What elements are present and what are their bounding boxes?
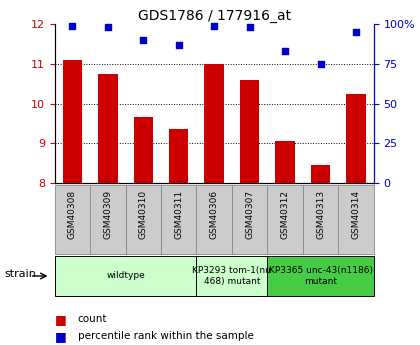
- Point: [69, 23, 76, 29]
- Bar: [169, 129, 189, 183]
- Bar: [268, 185, 303, 254]
- Point: [246, 24, 253, 30]
- Point: [105, 24, 111, 30]
- Text: strain: strain: [4, 269, 36, 279]
- Bar: [55, 185, 90, 254]
- Text: wildtype: wildtype: [106, 272, 145, 280]
- Text: KP3365 unc-43(n1186)
mutant: KP3365 unc-43(n1186) mutant: [269, 266, 373, 286]
- Bar: [197, 256, 268, 296]
- Bar: [197, 185, 232, 254]
- Bar: [311, 165, 331, 183]
- Bar: [63, 60, 82, 183]
- Title: GDS1786 / 177916_at: GDS1786 / 177916_at: [138, 9, 291, 23]
- Text: GSM40308: GSM40308: [68, 190, 77, 239]
- Point: [353, 29, 360, 35]
- Text: GSM40310: GSM40310: [139, 190, 148, 239]
- Bar: [205, 64, 224, 183]
- Text: GSM40311: GSM40311: [174, 190, 183, 239]
- Bar: [339, 185, 374, 254]
- Text: KP3293 tom-1(nu
468) mutant: KP3293 tom-1(nu 468) mutant: [192, 266, 271, 286]
- Bar: [240, 80, 260, 183]
- Bar: [268, 256, 374, 296]
- Bar: [161, 185, 197, 254]
- Bar: [346, 93, 366, 183]
- Point: [140, 37, 147, 43]
- Bar: [276, 141, 295, 183]
- Point: [176, 42, 182, 48]
- Text: GSM40309: GSM40309: [103, 190, 112, 239]
- Text: GSM40314: GSM40314: [352, 190, 360, 239]
- Bar: [303, 185, 339, 254]
- Text: count: count: [78, 314, 107, 324]
- Text: GSM40306: GSM40306: [210, 190, 219, 239]
- Bar: [232, 185, 268, 254]
- Text: percentile rank within the sample: percentile rank within the sample: [78, 332, 254, 341]
- Point: [317, 61, 324, 67]
- Point: [282, 48, 289, 54]
- Bar: [134, 117, 153, 183]
- Text: GSM40313: GSM40313: [316, 190, 325, 239]
- Bar: [126, 185, 161, 254]
- Text: ■: ■: [55, 330, 66, 343]
- Bar: [55, 256, 197, 296]
- Text: GSM40312: GSM40312: [281, 190, 290, 239]
- Point: [211, 23, 218, 29]
- Bar: [90, 185, 126, 254]
- Text: GSM40307: GSM40307: [245, 190, 254, 239]
- Bar: [98, 74, 118, 183]
- Text: ■: ■: [55, 313, 66, 326]
